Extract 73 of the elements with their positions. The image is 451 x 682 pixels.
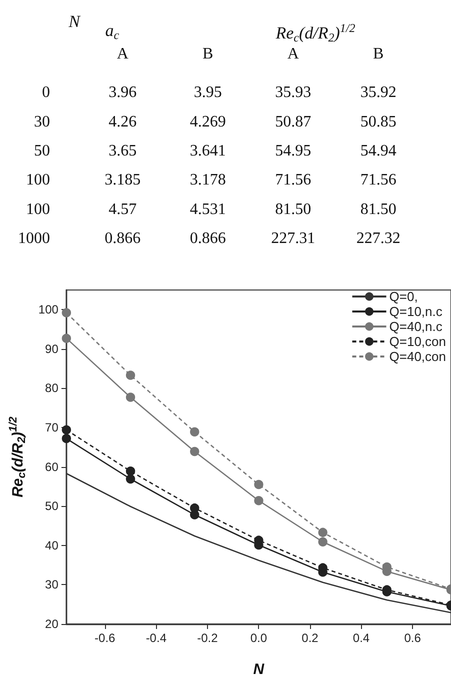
data-label: 71.56 [275,172,312,189]
data-label: 4.531 [190,200,226,218]
x-tick-label: 0.4 [352,631,370,645]
y-axis-title: Rec(d/R2)1/2 [8,416,28,498]
point [254,480,264,490]
point [62,425,72,434]
data-label: 35.92 [360,84,396,102]
data-label: 54.95 [275,142,312,160]
point [190,503,200,513]
y-tick-label: 30 [45,578,59,592]
point [126,474,136,484]
legend-label: Q=10,con [389,334,446,349]
data-label: 3.178 [190,172,226,189]
data-label: 50.85 [360,113,396,130]
x-tick-label: B [202,46,214,62]
x-tick-label: A [116,46,129,62]
x-tick-label: -0.2 [197,631,218,645]
legend-label: Q=40,con [389,349,446,364]
point [318,537,328,546]
x-tick-label: B [373,46,384,62]
point [318,528,328,538]
y-tick-label: 100 [26,200,50,218]
data-label: 71.56 [360,172,396,189]
legend-label: Q=0, [389,289,418,304]
point [62,334,72,343]
point [126,466,136,476]
x-tick-label: 0.0 [250,631,268,645]
y-tick-label: 0 [42,84,50,102]
y-tick-label: 30 [34,113,50,130]
point [62,434,72,444]
x-tick-label: 0.6 [404,631,422,645]
x-tick-label: 0.2 [302,631,319,645]
x-tick-label: -0.6 [94,631,116,645]
data-label: 4.57 [108,200,137,218]
data-label: 81.50 [275,200,312,218]
y-tick-label: 40 [45,538,59,552]
y-tick-label: 70 [45,420,59,435]
data-label: 4.26 [108,113,137,130]
y-tick-label: 90 [45,342,59,356]
y-tick-label: 1000 [18,230,50,247]
y-tick-label: 100 [26,172,50,189]
y-tick-label: 80 [45,381,59,396]
data-label: 35.93 [275,84,312,102]
data-label: 3.641 [190,142,226,160]
data-label: 3.95 [194,84,222,102]
data-label: 227.31 [271,230,316,247]
data-label: 3.65 [108,142,137,160]
legend-label: Q=40,n.c [389,319,443,334]
data-label: 227.32 [356,230,400,247]
point [190,427,200,436]
x-axis-title: N [253,661,266,678]
point [126,370,136,380]
data-label: 3.96 [108,84,137,102]
y-tick-label: 60 [45,460,59,474]
legend-label: Q=10,n.c [389,304,443,319]
point [190,446,200,456]
data-label: 4.269 [190,113,226,130]
y-tick-label: 50 [45,499,59,514]
y-tick-label: 20 [45,617,59,631]
point [254,496,264,506]
x-tick-label: -0.4 [146,631,167,645]
data-label: 0.866 [190,230,226,247]
point [126,392,136,402]
y-tick-label: 50 [34,142,50,160]
data-label: 54.94 [360,142,396,160]
point [62,308,72,318]
data-label: 0.866 [104,230,141,247]
data-label: 50.87 [275,113,312,130]
y-tick-label: 100 [38,302,59,317]
x-tick-label: A [287,46,300,62]
y-axis-title: N [68,12,82,31]
data-label: 3.185 [104,172,141,189]
data-label: 81.50 [360,200,396,218]
